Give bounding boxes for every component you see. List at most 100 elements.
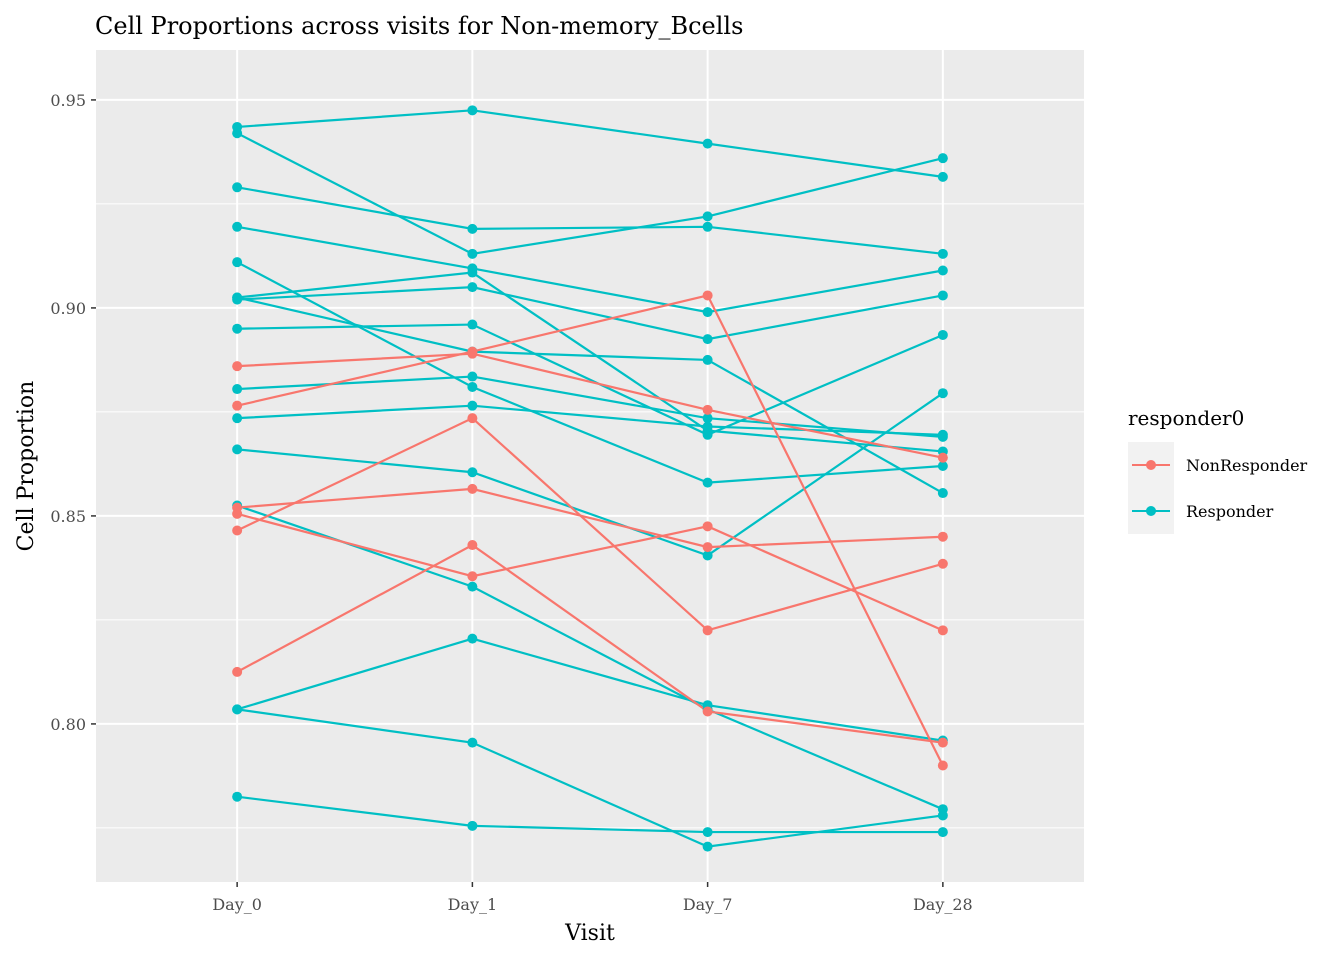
legend: responder0 NonResponder Responder [1128,406,1308,534]
series-point-19-0 [232,508,243,519]
series-point-10-0 [232,444,243,455]
series-point-21-0 [232,666,243,677]
series-point-6-1 [467,282,478,293]
series-line-20 [236,416,944,632]
series-point-9-0 [232,413,243,424]
series-point-19-1 [467,571,478,582]
y-tick-label-3: 0.95 [50,91,86,110]
x-axis: Day_0 Day_1 Day_7 Day_28 [212,882,973,914]
plot-panel [96,50,1084,882]
series-point-14-2 [702,827,713,838]
series-point-12-1 [467,633,478,644]
y-tick-label-2: 0.90 [50,299,86,318]
x-tick-label-3: Day_28 [913,895,973,914]
series-line-21 [236,543,944,744]
x-tick-label-0: Day_0 [212,895,262,914]
legend-key-responder-dot [1146,506,1156,516]
grid-minor [96,203,1084,829]
series-points [232,105,948,852]
legend-title: responder0 [1128,406,1244,430]
series-point-13-0 [232,704,243,715]
series-point-4-0 [232,257,243,268]
legend-key-nonresponder-dot [1146,460,1156,470]
series-point-19-2 [702,521,713,532]
series-point-15-0 [232,292,243,303]
series-line-1 [236,132,944,255]
series-point-0-3 [937,171,948,182]
series-point-0-1 [467,105,478,116]
series-line-5 [237,271,943,453]
series-point-9-2 [702,421,713,432]
series-point-14-0 [232,791,243,802]
series-line-14 [237,795,943,834]
series-line-10 [237,392,944,557]
series-lines [236,109,944,848]
series-line-2 [236,186,943,255]
series-point-7-1 [467,319,478,330]
series-point-17-1 [467,346,478,357]
series-point-7-0 [232,323,243,334]
series-line-17 [236,294,944,767]
series-point-21-1 [467,540,478,551]
series-point-15-3 [937,488,948,499]
chart-title: Cell Proportions across visits for Non-m… [95,12,743,40]
series-point-13-2 [702,841,713,852]
series-line-7 [237,323,944,437]
series-point-20-2 [702,625,713,636]
series-line-16 [237,352,944,459]
series-point-18-3 [937,531,948,542]
series-point-2-3 [937,248,948,259]
series-point-2-1 [467,223,478,234]
series-point-8-0 [232,384,243,395]
series-point-4-2 [702,477,713,488]
series-point-18-1 [467,483,478,494]
series-point-14-3 [937,827,948,838]
series-point-11-1 [467,581,478,592]
series-point-17-0 [232,400,243,411]
series-point-10-2 [702,550,713,561]
series-line-19 [236,512,944,632]
series-point-16-0 [232,361,243,372]
legend-label-nonresponder: NonResponder [1186,456,1308,475]
series-point-20-3 [937,558,948,569]
series-point-15-2 [702,354,713,365]
series-point-18-2 [702,542,713,553]
x-axis-title: Visit [564,921,615,946]
series-point-10-1 [467,467,478,478]
series-point-21-2 [702,706,713,717]
series-point-3-0 [232,221,243,232]
series-point-4-3 [937,461,948,471]
series-point-16-3 [937,452,948,463]
series-point-6-3 [937,290,948,301]
series-point-8-2 [702,413,713,424]
series-point-17-2 [702,290,713,301]
series-point-10-3 [937,388,948,399]
series-point-1-3 [937,153,948,164]
series-point-9-1 [467,400,478,411]
series-point-1-1 [467,248,478,259]
series-point-1-0 [232,128,243,139]
series-point-2-2 [702,221,713,232]
series-point-17-3 [937,760,948,771]
series-point-4-1 [467,381,478,392]
series-point-3-3 [937,265,948,276]
series-line-15 [236,296,944,494]
series-point-13-3 [937,810,948,821]
series-line-18 [237,487,943,549]
series-point-20-0 [232,525,243,536]
y-tick-label-0: 0.80 [50,715,86,734]
series-point-16-2 [702,404,713,415]
series-line-9 [237,404,943,436]
series-point-2-0 [232,182,243,193]
y-axis-title: Cell Proportion [14,381,39,552]
series-point-5-1 [467,267,478,278]
legend-label-responder: Responder [1186,502,1274,521]
series-point-8-1 [467,371,478,382]
series-line-6 [237,286,944,341]
series-point-14-1 [467,820,478,831]
y-tick-label-1: 0.85 [50,507,86,526]
series-line-0 [237,109,944,178]
series-point-6-2 [702,334,713,345]
series-point-7-2 [702,429,713,440]
